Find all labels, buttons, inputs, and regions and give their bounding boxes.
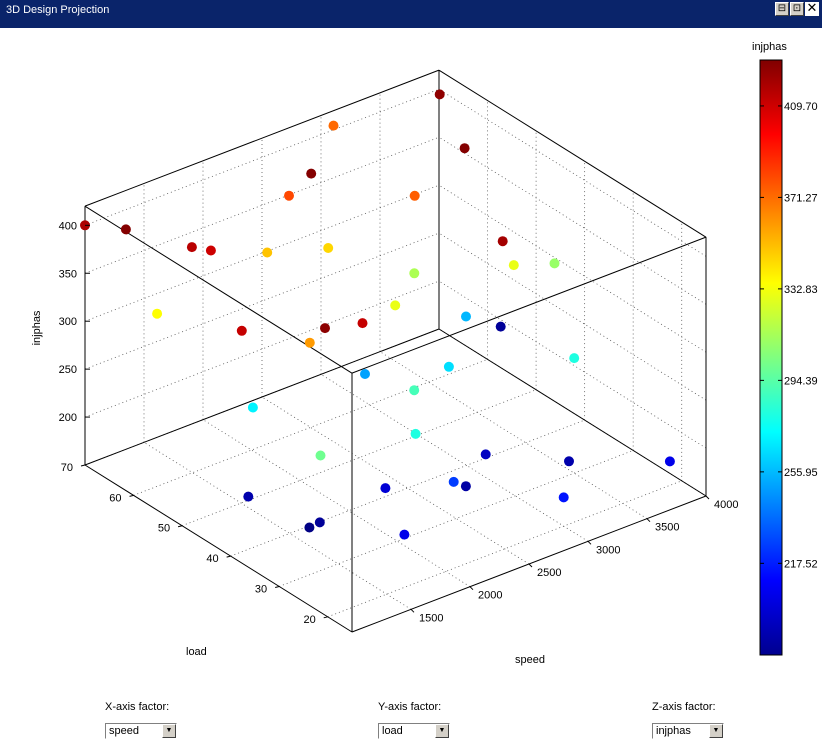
- x-tick-label: 2000: [478, 590, 502, 602]
- data-point: [443, 361, 454, 372]
- data-point: [549, 258, 560, 269]
- minimize-button[interactable]: ⊟: [775, 2, 789, 16]
- x-axis-factor-label: X-axis factor:: [105, 701, 170, 713]
- z-tick-label: 350: [59, 268, 77, 280]
- colorbar-tick-label: 294.39: [784, 375, 818, 387]
- close-button[interactable]: ✕: [805, 1, 819, 16]
- data-point: [460, 481, 471, 492]
- colorbar-gradient: [759, 59, 783, 656]
- z-tick-label: 400: [59, 220, 77, 232]
- x-axis-label: speed: [515, 654, 545, 666]
- data-point: [328, 120, 339, 131]
- data-points: [80, 89, 675, 540]
- data-point: [459, 143, 470, 154]
- z-axis-label: injphas: [31, 310, 43, 345]
- data-point: [306, 168, 317, 179]
- data-point: [569, 353, 580, 364]
- data-point: [380, 483, 391, 494]
- colorbar: injphas 409.70 371.27 332.83 294.39 255.95 21…: [752, 41, 818, 656]
- y-tick-label: 70: [61, 462, 73, 474]
- data-point: [320, 323, 330, 334]
- maximize-button[interactable]: ⊡: [790, 2, 804, 16]
- scatter-3d-plot[interactable]: 1500 2000 2500 3000 3500 4000 20 30 40 50 60 70 200 2…: [0, 28, 822, 678]
- axis-ticks: 1500 2000 2500 3000 3500 4000 20 30 40 50 60 70 200 2…: [59, 220, 739, 625]
- z-tick-label: 200: [59, 412, 77, 424]
- z-axis-selector: Z-axis factor: injphas ▼: [652, 700, 742, 739]
- y-axis-label: load: [186, 646, 207, 658]
- data-point: [205, 245, 216, 256]
- data-point: [323, 243, 334, 253]
- data-point: [247, 402, 258, 413]
- data-point: [399, 529, 410, 540]
- x-axis-factor-dropdown[interactable]: speed ▼: [105, 723, 177, 739]
- data-point: [186, 242, 197, 253]
- data-point: [410, 428, 421, 439]
- data-point: [409, 190, 420, 201]
- data-point: [409, 385, 420, 396]
- colorbar-title: injphas: [752, 41, 787, 53]
- y-tick-label: 30: [255, 583, 267, 595]
- data-point: [564, 456, 574, 467]
- chevron-down-icon[interactable]: ▼: [162, 724, 176, 738]
- data-point: [434, 89, 445, 100]
- data-point: [390, 300, 401, 311]
- window-titlebar: 3D Design Projection ⊟ ⊡ ✕: [0, 0, 822, 28]
- window-controls: ⊟ ⊡ ✕: [775, 2, 819, 16]
- x-tick-label: 1500: [419, 612, 443, 624]
- data-point: [304, 522, 315, 533]
- colorbar-tick-label: 332.83: [784, 284, 818, 296]
- x-tick-label: 3500: [655, 522, 679, 534]
- z-tick-label: 250: [59, 364, 77, 376]
- chevron-down-icon[interactable]: ▼: [435, 724, 449, 738]
- data-point: [304, 337, 315, 348]
- colorbar-ticks: 409.70 371.27 332.83 294.39 255.95 217.52: [760, 101, 818, 570]
- y-axis-factor-dropdown[interactable]: load ▼: [378, 723, 450, 739]
- z-axis-factor-label: Z-axis factor:: [652, 701, 716, 713]
- y-tick-label: 40: [206, 553, 218, 565]
- z-tick-label: 300: [59, 316, 77, 328]
- data-point: [315, 450, 326, 461]
- y-axis-factor-label: Y-axis factor:: [378, 701, 442, 713]
- data-point: [262, 247, 273, 258]
- data-point: [461, 311, 471, 322]
- data-point: [480, 449, 491, 460]
- y-tick-label: 50: [158, 523, 170, 535]
- data-point: [236, 325, 247, 336]
- x-axis-factor-value: speed: [109, 725, 139, 737]
- y-axis-factor-value: load: [382, 725, 403, 737]
- data-point: [558, 492, 569, 503]
- colorbar-tick-label: 409.70: [784, 101, 818, 113]
- data-point: [284, 190, 294, 201]
- data-point: [243, 491, 254, 502]
- data-point: [314, 517, 325, 528]
- data-point: [664, 456, 675, 467]
- colorbar-tick-label: 255.95: [784, 467, 818, 479]
- x-tick-label: 4000: [714, 499, 738, 511]
- z-axis-factor-dropdown[interactable]: injphas ▼: [652, 723, 724, 739]
- data-point: [409, 268, 420, 279]
- plot-grid: [84, 70, 707, 618]
- data-point: [497, 236, 508, 247]
- colorbar-tick-label: 371.27: [784, 192, 818, 204]
- x-tick-label: 2500: [537, 567, 561, 579]
- x-axis-selector: X-axis factor: speed ▼: [105, 700, 195, 739]
- data-point: [508, 260, 519, 271]
- colorbar-tick-label: 217.52: [784, 558, 818, 570]
- chevron-down-icon[interactable]: ▼: [709, 724, 723, 738]
- z-axis-factor-value: injphas: [656, 725, 691, 737]
- data-point: [448, 476, 459, 487]
- data-point: [495, 321, 506, 332]
- data-point: [360, 369, 370, 379]
- data-point: [152, 308, 163, 319]
- window-title: 3D Design Projection: [6, 4, 110, 16]
- data-point: [120, 224, 131, 235]
- y-tick-label: 60: [109, 492, 121, 504]
- y-tick-label: 20: [303, 614, 315, 626]
- y-axis-selector: Y-axis factor: load ▼: [378, 700, 468, 739]
- data-point: [357, 318, 368, 329]
- x-tick-label: 3000: [596, 544, 620, 556]
